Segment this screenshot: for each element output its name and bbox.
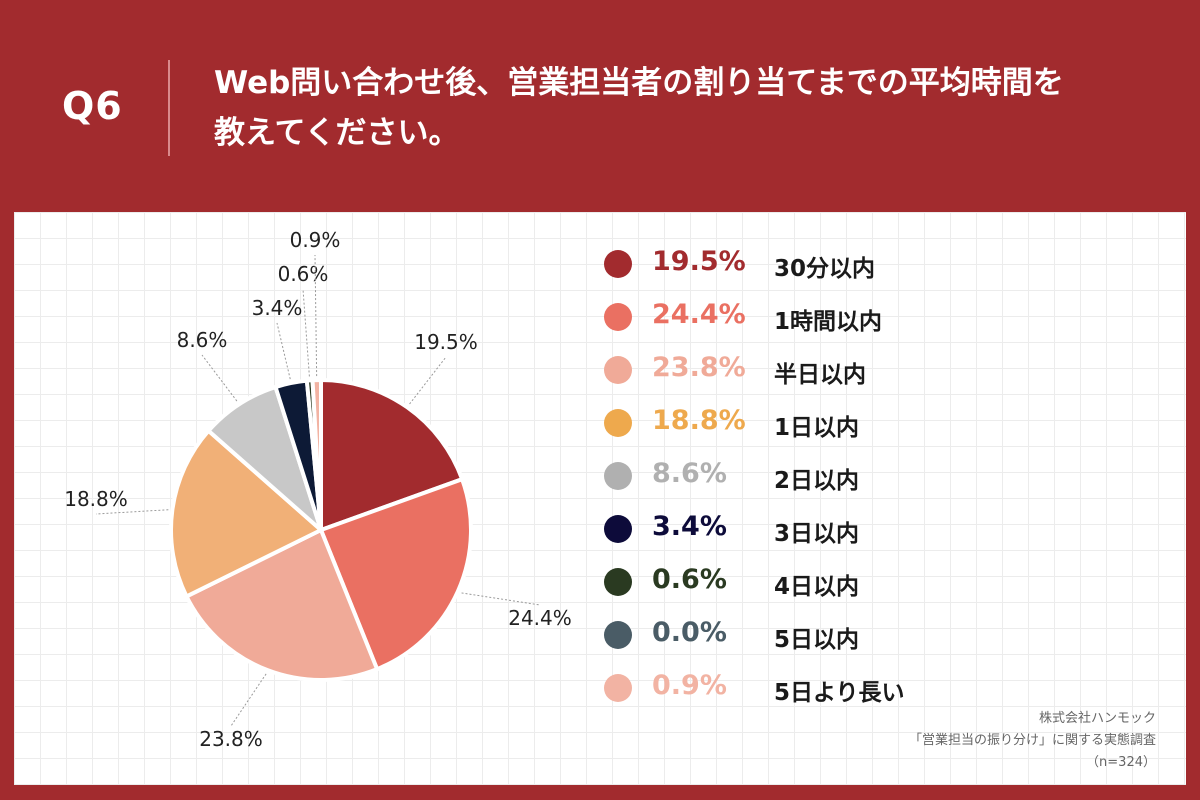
legend-swatch bbox=[604, 462, 632, 490]
legend-percent: 8.6% bbox=[652, 458, 727, 489]
credit: 株式会社ハンモック 「営業担当の振り分け」に関する実態調査 （n=324） bbox=[736, 708, 1156, 774]
pie-label-5: 8.6% bbox=[177, 328, 228, 352]
credit-company: 株式会社ハンモック bbox=[1038, 711, 1156, 726]
legend-percent: 0.9% bbox=[652, 670, 727, 701]
leader-line-4 bbox=[95, 509, 169, 515]
pie-slice-3 bbox=[183, 527, 380, 682]
question-title-line1: Web問い合わせ後、営業担当者の割り当てまでの平均時間を bbox=[214, 65, 1064, 101]
question-title-line2: 教えてください。 bbox=[214, 115, 460, 151]
leader-line-3 bbox=[230, 673, 267, 727]
legend-item-2: 24.4% 1時間以内 bbox=[604, 293, 1024, 346]
pie-slice-9 bbox=[310, 377, 323, 531]
legend: 19.5% 30分以内 24.4% 1時間以内 23.8% 半日以内 18.8% 1日以内 8.… bbox=[604, 240, 1024, 717]
legend-label: 3日以内 bbox=[774, 521, 860, 547]
pie-slice-4 bbox=[169, 427, 325, 600]
legend-item-3: 23.8% 半日以内 bbox=[604, 346, 1024, 399]
question-number: Q6 bbox=[62, 84, 123, 128]
legend-label: 半日以内 bbox=[774, 362, 866, 388]
header: Q6 Web問い合わせ後、営業担当者の割り当てまでの平均時間を 教えてください。 bbox=[0, 0, 1200, 212]
legend-percent: 19.5% bbox=[652, 246, 746, 277]
leader-line-1 bbox=[409, 356, 447, 405]
question-title: Web問い合わせ後、営業担当者の割り当てまでの平均時間を 教えてください。 bbox=[214, 58, 1184, 158]
legend-percent: 3.4% bbox=[652, 511, 727, 542]
pie-label-7: 0.6% bbox=[278, 262, 329, 286]
legend-label: 30分以内 bbox=[774, 256, 876, 282]
pie-slice-1 bbox=[319, 377, 465, 533]
legend-percent: 24.4% bbox=[652, 299, 746, 330]
legend-label: 5日より長い bbox=[774, 680, 905, 706]
legend-item-1: 19.5% 30分以内 bbox=[604, 240, 1024, 293]
legend-swatch bbox=[604, 356, 632, 384]
credit-survey: 「営業担当の振り分け」に関する実態調査 bbox=[908, 733, 1156, 748]
legend-swatch bbox=[604, 674, 632, 702]
legend-percent: 0.6% bbox=[652, 564, 727, 595]
credit-sample: （n=324） bbox=[1086, 755, 1156, 770]
legend-percent: 18.8% bbox=[652, 405, 746, 436]
leader-line-6 bbox=[276, 322, 291, 380]
chart-panel: 19.5% 24.4% 23.8% 18.8% 8.6% 3.4% 0.6% 0.9% 19.… bbox=[14, 212, 1186, 785]
legend-item-6: 3.4% 3日以内 bbox=[604, 505, 1024, 558]
legend-label: 2日以内 bbox=[774, 468, 860, 494]
leader-line-7 bbox=[302, 288, 310, 377]
pie-label-2: 24.4% bbox=[508, 606, 572, 630]
legend-item-8: 0.0% 5日以内 bbox=[604, 611, 1024, 664]
legend-label: 5日以内 bbox=[774, 627, 860, 653]
leader-line-9 bbox=[314, 254, 318, 377]
legend-label: 4日以内 bbox=[774, 574, 860, 600]
legend-swatch bbox=[604, 250, 632, 278]
legend-item-7: 0.6% 4日以内 bbox=[604, 558, 1024, 611]
header-divider bbox=[168, 60, 170, 156]
pie-label-6: 3.4% bbox=[252, 296, 303, 320]
legend-label: 1時間以内 bbox=[774, 309, 883, 335]
pie-label-9: 0.9% bbox=[290, 228, 341, 252]
legend-percent: 23.8% bbox=[652, 352, 746, 383]
legend-swatch bbox=[604, 303, 632, 331]
pie-label-4: 18.8% bbox=[64, 487, 128, 511]
legend-swatch bbox=[604, 621, 632, 649]
legend-swatch bbox=[604, 568, 632, 596]
legend-item-4: 18.8% 1日以内 bbox=[604, 399, 1024, 452]
legend-item-5: 8.6% 2日以内 bbox=[604, 452, 1024, 505]
pie-chart: 19.5% 24.4% 23.8% 18.8% 8.6% 3.4% 0.6% 0.9% bbox=[64, 228, 572, 751]
legend-percent: 0.0% bbox=[652, 617, 727, 648]
legend-swatch bbox=[604, 409, 632, 437]
pie-label-3: 23.8% bbox=[199, 727, 263, 751]
legend-swatch bbox=[604, 515, 632, 543]
legend-label: 1日以内 bbox=[774, 415, 860, 441]
pie-label-1: 19.5% bbox=[414, 330, 478, 354]
leader-line-5 bbox=[201, 354, 238, 402]
leader-line-2 bbox=[461, 592, 541, 606]
legend-item-9: 0.9% 5日より長い bbox=[604, 664, 1024, 717]
